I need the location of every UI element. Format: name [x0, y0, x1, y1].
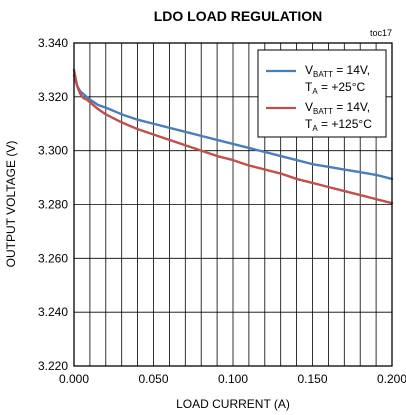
y-tick-label: 3.280	[38, 198, 68, 212]
y-tick-label: 3.300	[38, 144, 68, 158]
x-tick-label: 0.150	[297, 372, 327, 386]
legend-box	[257, 49, 387, 138]
y-axis-label: OUTPUT VOLTAGE (V)	[4, 141, 18, 268]
legend-label-125c-line2: TA = +125°C	[305, 117, 372, 133]
x-tick-label: 0.100	[218, 372, 248, 386]
legend-label-25c-line1: VBATT = 14V,	[305, 63, 370, 79]
x-tick-label: 0.000	[59, 372, 89, 386]
x-tick-label: 0.200	[377, 372, 406, 386]
y-tick-label: 3.320	[38, 90, 68, 104]
legend-label-125c-line1: VBATT = 14V,	[305, 100, 370, 116]
x-tick-label: 0.050	[138, 372, 168, 386]
x-axis-label: LOAD CURRENT (A)	[176, 397, 290, 411]
legend: VBATT = 14V, TA = +25°C VBATT = 14V, TA …	[257, 49, 387, 138]
y-tick-label: 3.260	[38, 251, 68, 265]
series-line-125c	[72, 68, 394, 205]
y-tick-label: 3.240	[38, 305, 68, 319]
series-lines	[72, 68, 394, 205]
chart-tag: toc17	[370, 28, 392, 38]
chart-title: LDO LOAD REGULATION	[154, 8, 323, 24]
legend-label-25c-line2: TA = +25°C	[305, 80, 366, 96]
tick-labels: 0.000 0.050 0.100 0.150 0.200 3.220 3.240 3.260…	[38, 36, 406, 386]
y-tick-label: 3.220	[38, 359, 68, 373]
plot-frame	[73, 42, 393, 367]
y-tick-label: 3.340	[38, 36, 68, 50]
series-line-25c	[72, 74, 394, 181]
